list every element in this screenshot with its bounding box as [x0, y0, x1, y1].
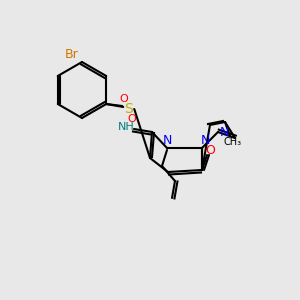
- Text: N: N: [162, 134, 172, 146]
- Text: N: N: [219, 125, 229, 139]
- Text: CH₃: CH₃: [224, 137, 242, 147]
- Text: O: O: [120, 94, 129, 104]
- Text: NH: NH: [118, 122, 134, 132]
- Text: O: O: [128, 114, 136, 124]
- Text: S: S: [124, 102, 133, 116]
- Text: Br: Br: [65, 47, 79, 61]
- Text: O: O: [205, 143, 215, 157]
- Text: N: N: [200, 134, 210, 148]
